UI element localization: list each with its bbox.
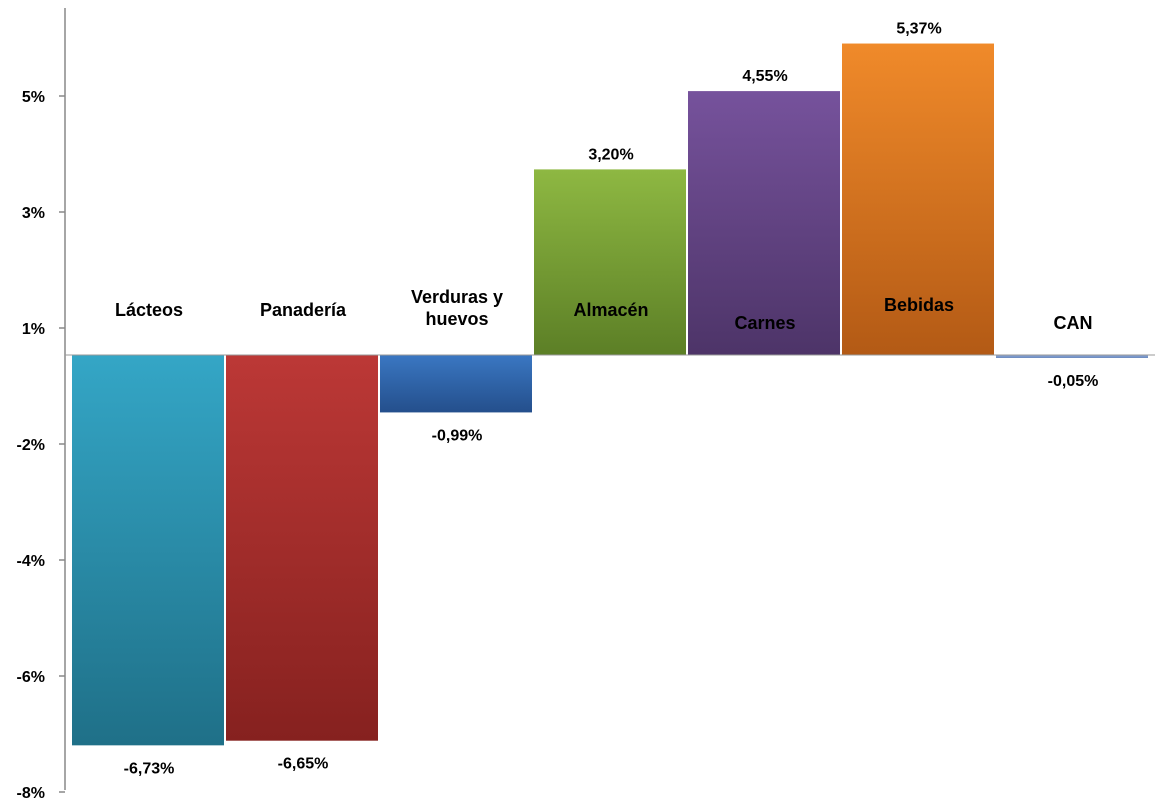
value-label: 4,55% xyxy=(742,68,787,85)
value-label: -0,05% xyxy=(1048,373,1099,390)
y-tick-label: 5% xyxy=(22,89,45,106)
y-tick-label: -6% xyxy=(17,669,45,686)
category-label: Carnes xyxy=(734,313,795,333)
y-tick-label: 3% xyxy=(22,205,45,222)
value-label: -0,99% xyxy=(432,427,483,444)
bars-group xyxy=(72,43,1148,746)
category-label: Panadería xyxy=(260,300,347,320)
category-label: Bebidas xyxy=(884,295,954,315)
y-tick-label: -2% xyxy=(17,437,45,454)
bar-bebidas xyxy=(842,43,994,355)
value-label: 3,20% xyxy=(588,146,633,163)
bar-verduras-y-huevos xyxy=(380,355,532,413)
y-tick-label: -4% xyxy=(17,553,45,570)
value-label: -6,65% xyxy=(278,756,329,773)
bar-can xyxy=(996,355,1148,358)
labels-group: Lácteos Panadería Verduras y huevos Almacén C… xyxy=(115,21,1098,778)
y-tick-label: -8% xyxy=(17,785,45,802)
category-label: Lácteos xyxy=(115,300,183,320)
category-label: Almacén xyxy=(573,300,648,320)
category-label: Verduras y huevos xyxy=(411,287,503,329)
bar-panadería xyxy=(226,355,378,741)
category-label: CAN xyxy=(1054,313,1093,333)
value-label: 5,37% xyxy=(896,21,941,38)
y-axis: 5% 3% 1% -2% -4% -6% -8% xyxy=(17,8,1155,802)
bar-almacén xyxy=(534,169,686,355)
y-tick-label: 1% xyxy=(22,321,45,338)
value-label: -6,73% xyxy=(124,760,175,777)
bar-carnes xyxy=(688,91,840,355)
bar-lácteos xyxy=(72,355,224,746)
